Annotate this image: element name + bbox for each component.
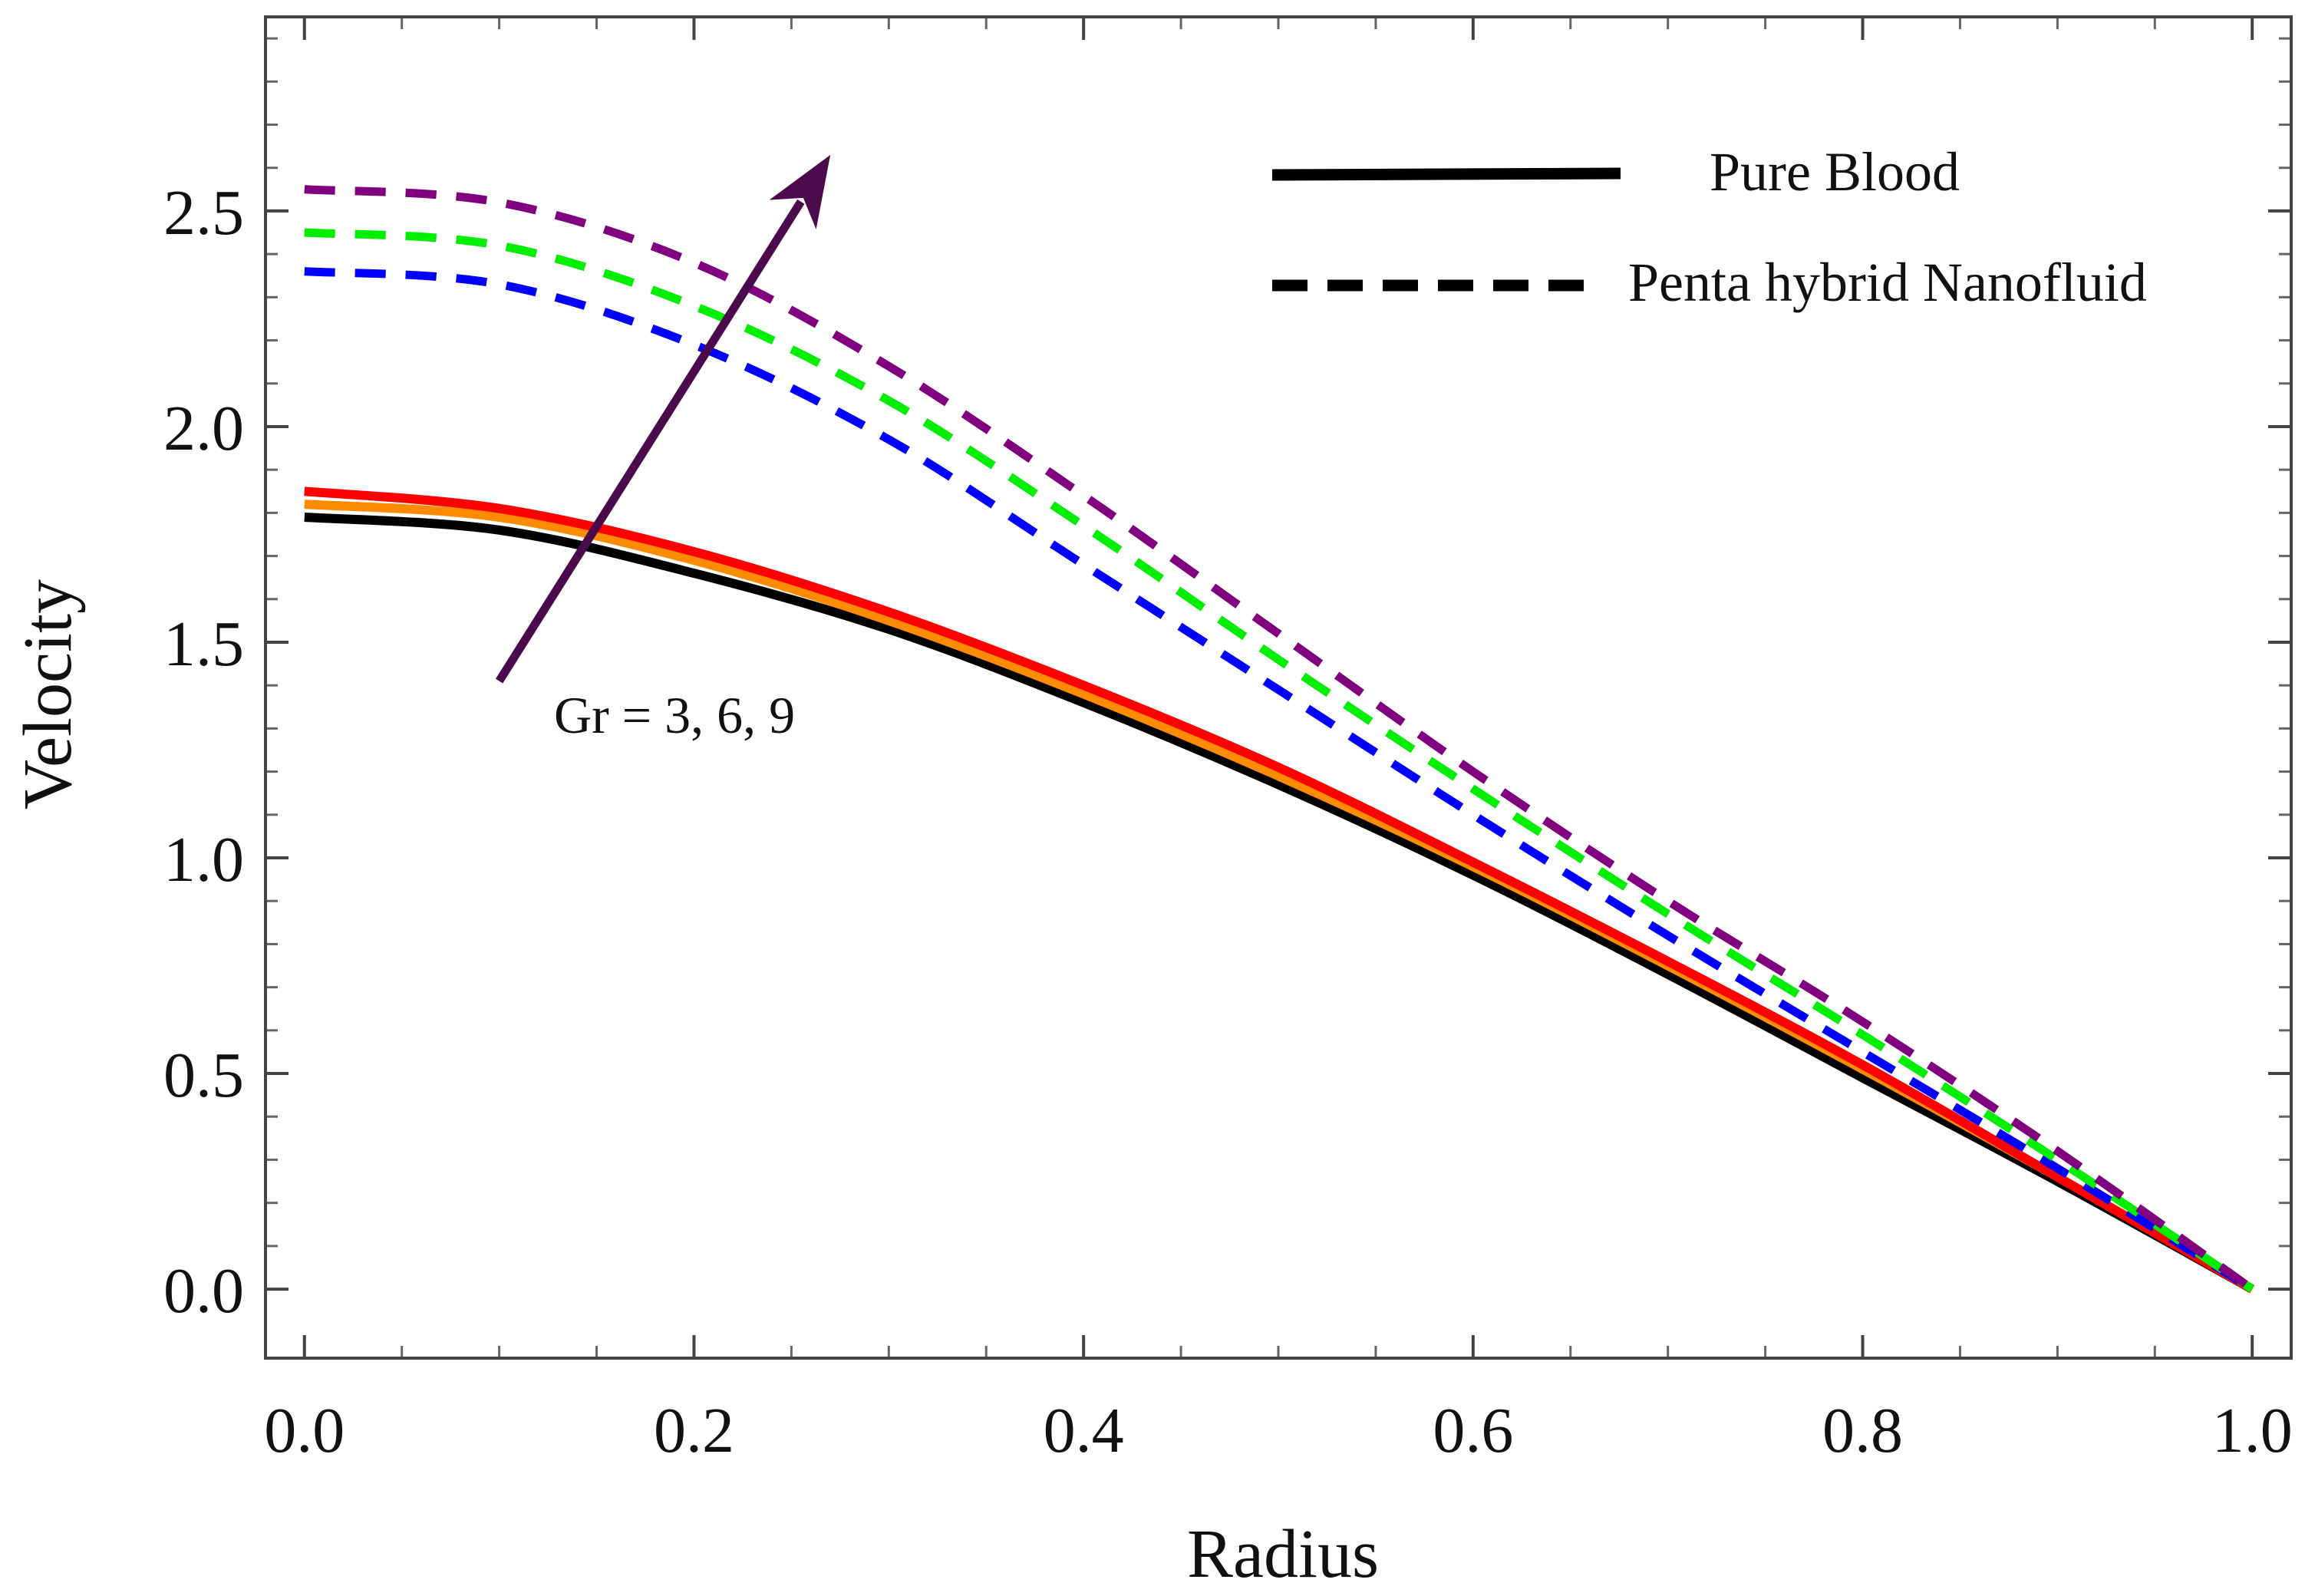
y-axis-title: Velocity (10, 579, 86, 810)
x-tick-label: 1.0 (2212, 1395, 2293, 1466)
pure-blood-curve-1 (304, 513, 2255, 1294)
gr-arrow (495, 199, 805, 684)
gr-annotation-label: Gr = 3, 6, 9 (554, 686, 795, 744)
legend-swatch-pure-blood (1271, 167, 1621, 181)
series-layer (304, 185, 2255, 1294)
legend-label-pure-blood: Pure Blood (1710, 141, 1960, 203)
major-ticks (265, 17, 2291, 1358)
y-tick-labels: 0.0 0.5 1.0 1.5 2.0 2.5 (163, 177, 244, 1327)
x-tick-labels: 0.0 0.2 0.4 0.6 0.8 1.0 (264, 1395, 2292, 1466)
y-tick-label: 2.0 (163, 393, 244, 464)
legend-label-penta-hybrid: Penta hybrid Nanofluid (1628, 252, 2147, 313)
gr-annotation: Gr = 3, 6, 9 (495, 154, 831, 744)
nanofluid-curve-1 (304, 267, 2255, 1293)
y-tick-label: 2.5 (163, 177, 244, 249)
y-tick-label: 0.5 (163, 1040, 244, 1111)
legend: Pure Blood Penta hybrid Nanofluid (1271, 141, 2147, 313)
y-tick-label: 1.0 (163, 824, 244, 895)
x-tick-label: 0.2 (654, 1395, 734, 1466)
x-tick-label: 0.4 (1044, 1395, 1124, 1466)
x-tick-label: 0.6 (1433, 1395, 1513, 1466)
nanofluid-curve-3 (304, 185, 2255, 1293)
x-axis-title: Radius (1187, 1516, 1379, 1592)
y-tick-label: 0.0 (163, 1255, 244, 1327)
plot-frame (264, 15, 2293, 1360)
nanofluid-curve-2 (304, 228, 2255, 1293)
pure-blood-curve-3 (304, 486, 2255, 1294)
x-tick-label: 0.0 (264, 1395, 345, 1466)
x-tick-label: 0.8 (1822, 1395, 1903, 1466)
y-tick-label: 1.5 (163, 608, 244, 680)
gr-arrow-head (769, 154, 831, 229)
